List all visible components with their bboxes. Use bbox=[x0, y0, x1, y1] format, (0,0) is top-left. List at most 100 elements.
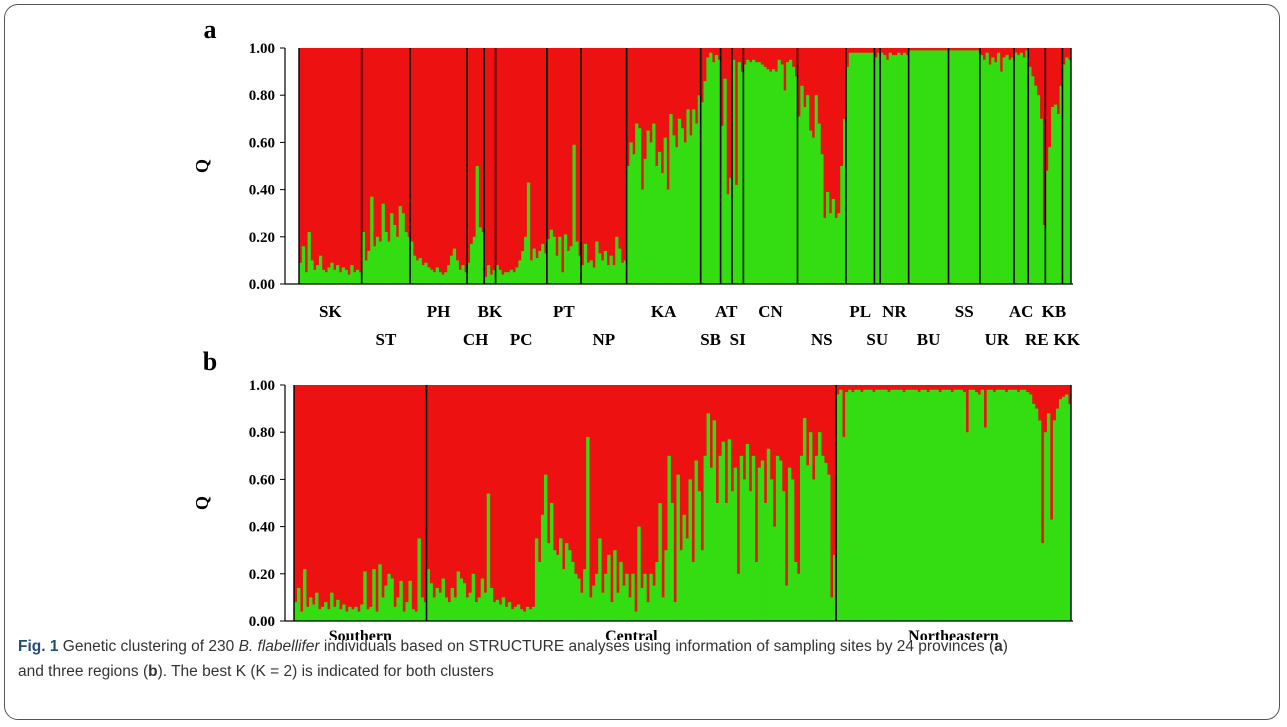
bar-individual-32 bbox=[387, 241, 391, 284]
bar-individual-194 bbox=[875, 389, 879, 621]
bar-individual-256 bbox=[1025, 50, 1029, 284]
bar-individual-197 bbox=[884, 389, 888, 621]
bar-individual-155 bbox=[757, 467, 762, 621]
y-tick-label: 0.40 bbox=[249, 520, 275, 536]
bar-individual-34 bbox=[393, 225, 397, 284]
bar-individual-165 bbox=[787, 467, 792, 621]
bar-individual-57 bbox=[462, 583, 467, 621]
bar-individual-260 bbox=[1036, 95, 1041, 284]
bar-individual-15 bbox=[338, 272, 343, 284]
bar-individual-269 bbox=[1062, 64, 1066, 285]
bar-individual-104 bbox=[604, 573, 608, 621]
bar-individual-100 bbox=[581, 265, 585, 284]
bar-individual-163 bbox=[760, 64, 764, 285]
bar-individual-99 bbox=[589, 597, 593, 621]
bar-individual-32 bbox=[387, 573, 391, 621]
bar-individual-135 bbox=[680, 128, 684, 284]
bar-individual-172 bbox=[786, 62, 790, 284]
caption-text-4: and three regions ( bbox=[18, 663, 149, 680]
bar-individual-36 bbox=[398, 206, 402, 284]
bar-individual-271 bbox=[1068, 59, 1072, 284]
bar-individual-103 bbox=[589, 260, 593, 284]
bar-individual-199 bbox=[863, 52, 867, 284]
bar-individual-33 bbox=[390, 213, 394, 284]
bar-individual-154 bbox=[734, 184, 739, 284]
bar-individual-201 bbox=[896, 389, 900, 621]
bar-individual-153 bbox=[732, 59, 736, 284]
bar-individual-102 bbox=[598, 538, 602, 621]
bar-individual-112 bbox=[628, 597, 632, 621]
bar-individual-186 bbox=[826, 191, 830, 284]
bar-individual-144 bbox=[724, 503, 729, 621]
bar-individual-37 bbox=[401, 213, 405, 284]
caption-text-3: ) bbox=[1002, 638, 1008, 655]
bar-individual-88 bbox=[546, 239, 551, 284]
bar-individual-247 bbox=[999, 71, 1004, 284]
bar-individual-236 bbox=[968, 50, 972, 284]
bar-individual-249 bbox=[1040, 543, 1045, 621]
bar-individual-190 bbox=[863, 389, 867, 621]
bar-individual-101 bbox=[595, 573, 599, 621]
bar-individual-181 bbox=[811, 137, 816, 284]
bar-individual-243 bbox=[1022, 389, 1027, 621]
bar-individual-52 bbox=[444, 272, 448, 284]
group-label-re: RE bbox=[1025, 330, 1049, 349]
bar-individual-78 bbox=[518, 260, 522, 284]
bar-individual-229 bbox=[980, 389, 985, 621]
bar-individual-22 bbox=[358, 272, 363, 284]
bar-individual-95 bbox=[566, 250, 571, 284]
bar-individual-49 bbox=[438, 592, 442, 621]
bar-individual-147 bbox=[733, 467, 738, 621]
bar-individual-196 bbox=[881, 389, 885, 621]
bar-individual-23 bbox=[361, 232, 365, 284]
bar-individual-208 bbox=[917, 392, 921, 621]
bar-individual-149 bbox=[739, 455, 744, 621]
bar-individual-137 bbox=[703, 455, 707, 621]
caption-label: Fig. 1 bbox=[18, 638, 59, 655]
bar-individual-26 bbox=[370, 196, 374, 284]
caption-panel-b-ref: b bbox=[148, 663, 158, 680]
bar-individual-92 bbox=[558, 236, 562, 284]
bar-individual-215 bbox=[908, 50, 912, 284]
bar-individual-60 bbox=[467, 262, 471, 284]
bar-individual-212 bbox=[929, 389, 933, 621]
bar-individual-35 bbox=[396, 597, 400, 621]
bar-individual-47 bbox=[432, 597, 436, 621]
bar-individual-243 bbox=[988, 64, 992, 285]
bar-individual-224 bbox=[965, 432, 969, 621]
bar-individual-257 bbox=[1064, 394, 1069, 621]
bar-individual-245 bbox=[994, 62, 998, 284]
bar-individual-222 bbox=[928, 50, 932, 284]
bar-individual-127 bbox=[673, 602, 677, 621]
bar-individual-76 bbox=[512, 272, 516, 284]
bar-individual-53 bbox=[450, 587, 455, 621]
bar-individual-81 bbox=[534, 538, 539, 621]
bar-individual-106 bbox=[610, 602, 614, 621]
bar-individual-184 bbox=[820, 154, 824, 284]
bar-individual-73 bbox=[510, 609, 515, 621]
bar-individual-199 bbox=[890, 389, 894, 621]
bar-individual-1 bbox=[294, 602, 298, 621]
bar-individual-125 bbox=[652, 123, 656, 285]
bar-individual-159 bbox=[769, 479, 774, 621]
bar-individual-148 bbox=[736, 573, 741, 621]
bar-individual-232 bbox=[957, 50, 961, 284]
bar-individual-170 bbox=[780, 64, 784, 285]
bar-individual-96 bbox=[580, 592, 584, 621]
bar-individual-123 bbox=[661, 597, 665, 621]
group-label-si: SI bbox=[730, 330, 746, 349]
bar-individual-185 bbox=[848, 389, 852, 621]
y-tick-label: 0.80 bbox=[249, 425, 275, 441]
bar-individual-116 bbox=[626, 166, 630, 284]
bar-individual-36 bbox=[399, 580, 403, 621]
bar-individual-171 bbox=[783, 90, 787, 284]
figure-caption: Fig. 1 Genetic clustering of 230 B. flab… bbox=[18, 634, 1263, 684]
bar-individual-80 bbox=[531, 606, 536, 621]
bar-individual-5 bbox=[310, 260, 314, 284]
bar-individual-267 bbox=[1056, 114, 1061, 284]
bar-individual-68 bbox=[489, 274, 494, 284]
bar-individual-63 bbox=[480, 578, 485, 621]
bar-individual-132 bbox=[688, 479, 692, 621]
bar-individual-11 bbox=[327, 267, 331, 284]
bar-individual-187 bbox=[854, 389, 858, 621]
